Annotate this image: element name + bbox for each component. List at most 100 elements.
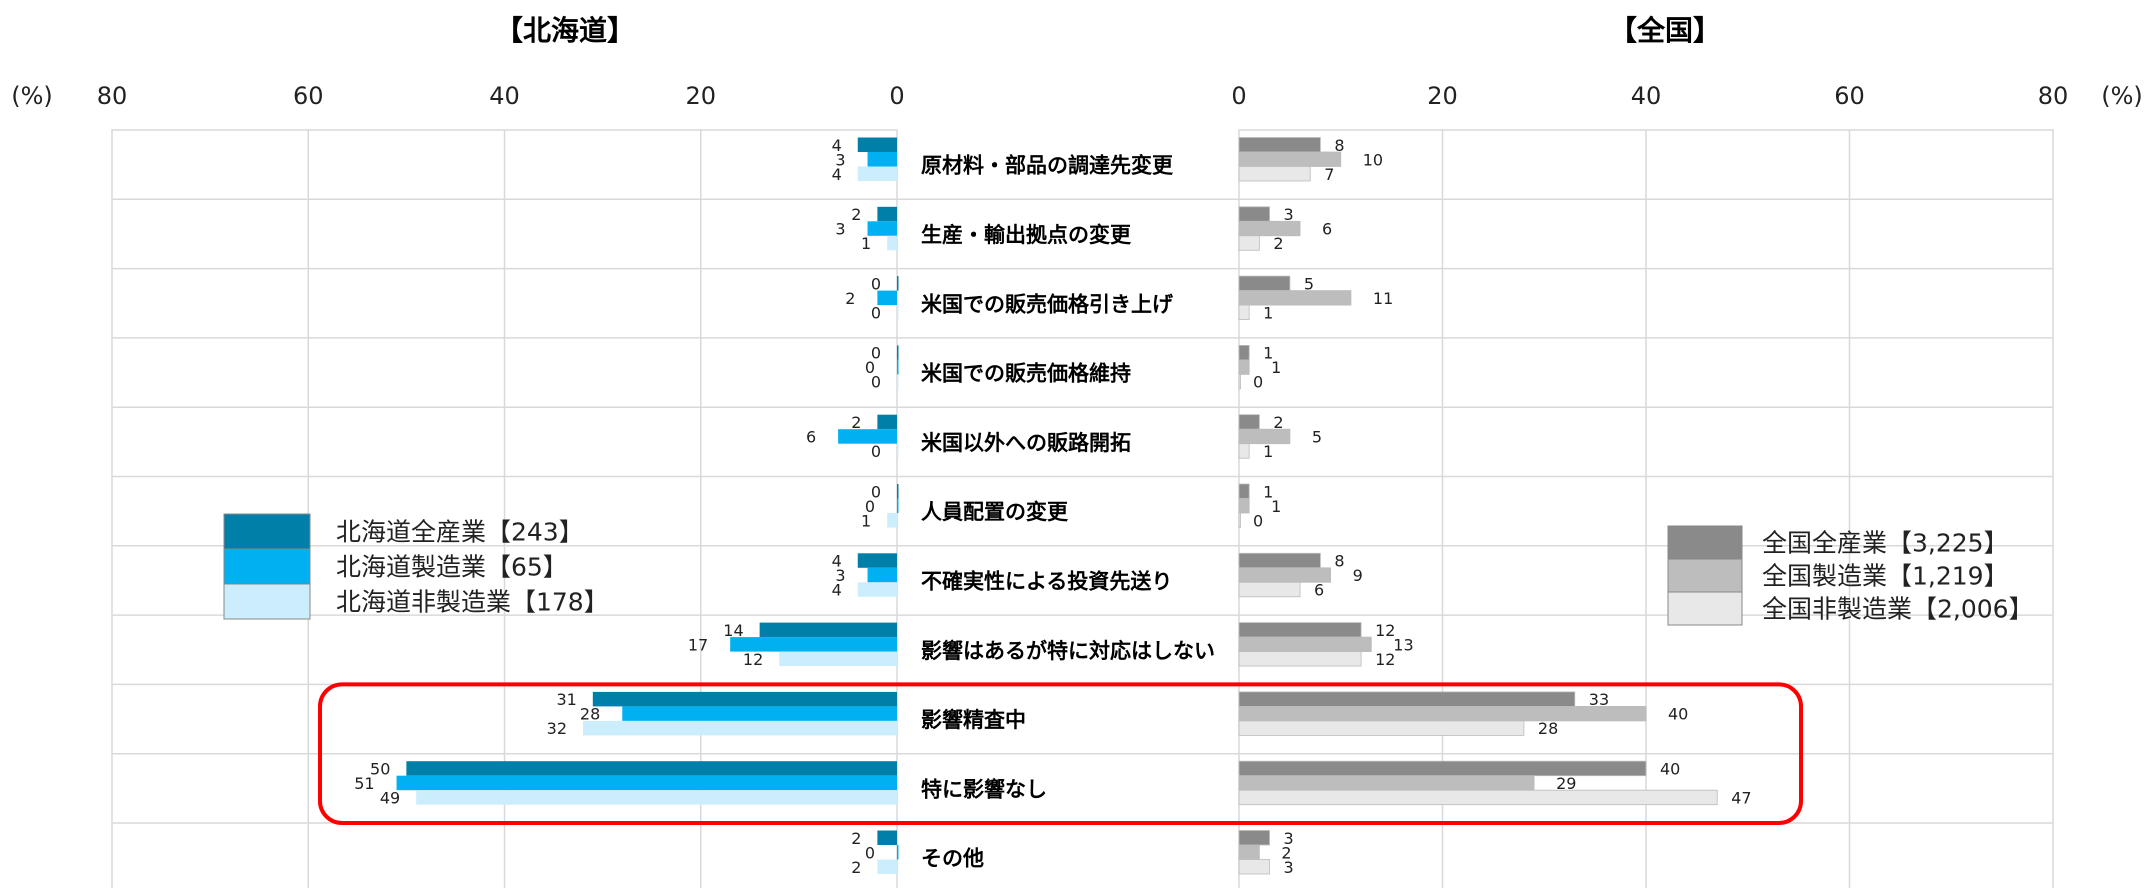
category-label: その他	[921, 847, 984, 871]
left-data-label: 0	[871, 303, 881, 322]
right-bar	[1238, 844, 1260, 860]
right-data-label: 10	[1363, 150, 1383, 169]
category-label: 生産・輸出拠点の変更	[921, 223, 1132, 247]
right-data-label: 2	[1273, 234, 1283, 253]
right-data-label: 13	[1393, 635, 1413, 654]
right-data-label: 47	[1731, 788, 1751, 807]
right-bar	[1238, 552, 1321, 569]
left-bar	[592, 691, 897, 707]
right-data-label: 29	[1556, 774, 1576, 793]
left-bar	[877, 206, 897, 222]
left-bar	[867, 221, 897, 236]
left-data-label: 0	[865, 843, 875, 862]
left-data-label: 32	[547, 719, 567, 738]
right-data-label: 6	[1322, 220, 1332, 239]
right-legend-label: 全国製造業【1,219】	[1762, 562, 2009, 591]
right-bar	[1238, 789, 1718, 806]
right-bar	[1238, 359, 1250, 375]
right-data-label: 3	[1284, 205, 1294, 224]
right-bar	[1238, 137, 1321, 153]
right-bar	[1238, 691, 1576, 707]
right-x-tick-label: 20	[1427, 82, 1458, 110]
left-bar	[406, 761, 897, 776]
right-x-tick-label: 60	[1834, 82, 1865, 110]
category-label: 人員配置の変更	[921, 500, 1069, 524]
left-x-tick-label: 0	[889, 82, 904, 110]
right-bar	[1238, 373, 1241, 390]
left-bar	[857, 137, 897, 152]
right-data-label: 1	[1263, 303, 1273, 322]
right-bar	[1238, 304, 1250, 321]
right-data-label: 1	[1271, 358, 1281, 377]
right-data-label: 8	[1334, 552, 1344, 571]
right-bar	[1238, 428, 1291, 445]
left-bar	[877, 414, 897, 430]
left-data-label: 14	[723, 621, 743, 640]
right-data-label: 12	[1375, 621, 1395, 640]
right-data-label: 2	[1281, 843, 1291, 862]
left-data-label: 0	[865, 358, 875, 377]
left-bar	[897, 305, 899, 320]
left-bar	[867, 567, 897, 583]
left-data-label: 28	[580, 705, 600, 724]
category-label: 影響精査中	[921, 708, 1026, 732]
right-data-label: 7	[1324, 165, 1334, 184]
right-bar	[1238, 622, 1362, 638]
left-bar	[867, 152, 897, 167]
left-legend-swatch	[223, 513, 311, 550]
category-label: 不確実性による投資先送り	[921, 569, 1172, 593]
right-bar	[1238, 830, 1270, 846]
left-data-label: 1	[861, 511, 871, 530]
category-label: 米国での販売価格引き上げ	[921, 292, 1174, 316]
category-label: 原材料・部品の調達先変更	[921, 154, 1174, 178]
right-legend-swatch	[1667, 558, 1743, 593]
left-bar	[857, 582, 897, 597]
right-bar	[1238, 498, 1250, 514]
category-label: 影響はあるが特に対応はしない	[921, 639, 1215, 663]
right-data-label: 0	[1253, 511, 1263, 530]
right-bar	[1238, 290, 1352, 306]
right-panel-title: 【全国】	[1609, 14, 1721, 47]
right-data-label: 40	[1668, 705, 1688, 724]
right-data-label: 0	[1253, 373, 1263, 392]
right-data-label: 9	[1353, 566, 1363, 585]
left-bar	[887, 513, 897, 528]
right-bar	[1238, 706, 1647, 722]
right-bar	[1238, 581, 1301, 598]
right-data-label: 6	[1314, 581, 1324, 600]
left-legend-swatch	[223, 583, 311, 620]
left-data-label: 4	[832, 552, 842, 571]
left-bar	[897, 374, 899, 389]
left-data-label: 51	[354, 774, 374, 793]
left-bar	[877, 290, 897, 306]
left-data-label: 4	[832, 581, 842, 600]
left-bar	[779, 651, 897, 667]
right-data-label: 11	[1373, 289, 1393, 308]
category-label: 特に影響なし	[921, 777, 1047, 801]
left-x-tick-label: 80	[97, 82, 128, 110]
left-data-label: 2	[851, 413, 861, 432]
left-bar	[897, 484, 899, 499]
right-x-tick-label: 0	[1231, 82, 1246, 110]
right-bar	[1238, 651, 1362, 667]
right-bar	[1238, 275, 1291, 292]
right-unit-label: (%)	[2101, 82, 2143, 110]
left-x-tick-label: 60	[293, 82, 324, 110]
left-data-label: 2	[851, 205, 861, 224]
left-bar	[396, 775, 897, 791]
left-data-label: 4	[832, 165, 842, 184]
right-bar	[1238, 344, 1250, 361]
right-bar	[1238, 235, 1260, 251]
right-data-label: 12	[1375, 650, 1395, 669]
left-data-label: 0	[871, 482, 881, 501]
right-data-label: 2	[1273, 413, 1283, 432]
left-data-label: 3	[835, 220, 845, 239]
right-bar	[1238, 859, 1270, 875]
left-bar	[838, 429, 897, 444]
right-data-label: 33	[1589, 690, 1609, 709]
right-data-label: 1	[1263, 344, 1273, 363]
right-bar	[1238, 760, 1647, 777]
right-legend-label: 全国非製造業【2,006】	[1762, 595, 2034, 624]
left-data-label: 1	[861, 234, 871, 253]
